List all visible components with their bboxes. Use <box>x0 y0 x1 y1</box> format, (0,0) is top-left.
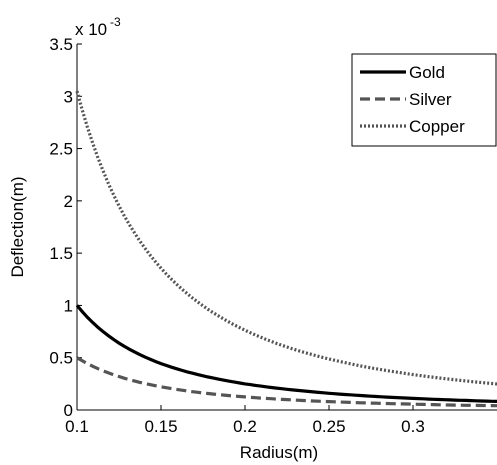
y-tick-label: 1.5 <box>49 244 73 263</box>
x-tick-label: 0.1 <box>65 417 89 436</box>
y-tick-label: 1 <box>64 296 73 315</box>
axes <box>76 44 497 411</box>
y-tick-label: 0.5 <box>49 349 73 368</box>
ticks: 0.1 0.15 0.2 0.25 0.3 0 0.5 1 1.5 2 2.5 3 3.5 <box>49 35 424 436</box>
legend-label-gold: Gold <box>409 63 445 82</box>
y-tick-label: 0 <box>64 401 73 420</box>
y-tick-label: 3.5 <box>49 35 73 54</box>
x-tick-label: 0.2 <box>233 417 257 436</box>
series-line-copper <box>75 90 497 386</box>
y-tick-label: 2.5 <box>49 140 73 159</box>
y-exponent-base: x 10 <box>75 20 107 39</box>
series-line-gold <box>75 304 497 403</box>
y-exponent-power: -3 <box>110 15 121 29</box>
y-tick-label: 2 <box>64 192 73 211</box>
x-tick-label: 0.15 <box>144 417 177 436</box>
legend: Gold Silver Copper <box>351 53 497 147</box>
series-line-silver <box>76 356 497 408</box>
x-tick-label: 0.25 <box>312 417 345 436</box>
x-axis-label: Radius(m) <box>240 443 318 462</box>
x-tick-label: 0.3 <box>401 417 425 436</box>
legend-label-silver: Silver <box>409 90 452 109</box>
y-axis-label: Deflection(m) <box>8 176 27 277</box>
legend-label-copper: Copper <box>409 117 465 136</box>
series-lines <box>75 90 497 408</box>
y-tick-label: 3 <box>64 87 73 106</box>
